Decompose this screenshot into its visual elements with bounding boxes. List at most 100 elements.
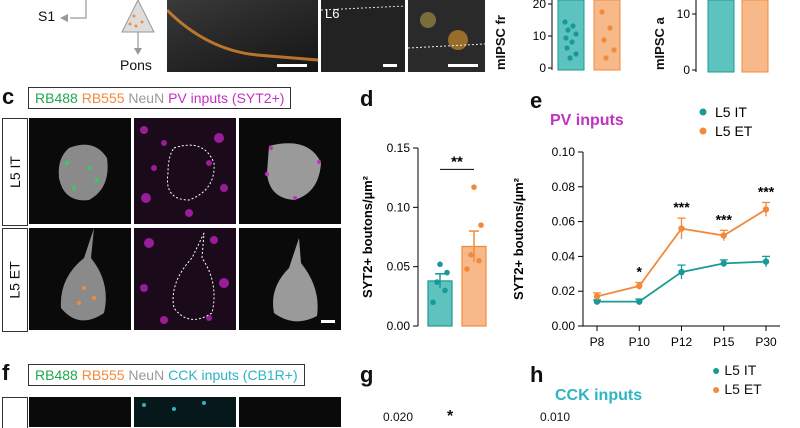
data-point-d (471, 184, 477, 190)
micrograph-slice (167, 0, 318, 72)
cck-inputs-title: CCK inputs (555, 387, 643, 404)
pv-inputs-title: PV inputs (550, 112, 624, 129)
h-tick-top: 0.010 (540, 410, 571, 424)
panel-letter-d: d (360, 86, 374, 111)
xtick-label-e: P12 (671, 335, 693, 349)
legend-label-e: L5 IT (715, 104, 747, 120)
ytick-label-e: 0.04 (552, 249, 576, 263)
ytick-label-d: 0.05 (387, 260, 411, 274)
ytick-label-e: 0.00 (552, 319, 576, 333)
data-point-e (720, 232, 727, 239)
data-point-e (593, 298, 601, 305)
sig-label-e: *** (716, 211, 733, 227)
h-legend-it: ● L5 IT (712, 362, 757, 378)
ytick-label-e: 0.02 (552, 284, 576, 298)
h-legend-et: ● L5 ET (712, 381, 762, 397)
tick-0-right: 0 (683, 63, 690, 75)
micrograph-et-neuron (29, 228, 131, 330)
micrograph-it-pv (134, 118, 236, 224)
legend-label-e: L5 ET (715, 123, 753, 139)
xtick-label-e: P8 (590, 335, 605, 349)
ylabel-d: SYT2+ boutons/µm² (360, 175, 375, 298)
ytick-label-d: 0.15 (387, 141, 411, 155)
panel-letter-e: e (530, 88, 543, 113)
legend-f-cck: CCK inputs (CB1R+) (168, 367, 298, 383)
data-point-e (678, 225, 685, 232)
micrograph-et-pv (134, 228, 236, 330)
legend-c: RB488 RB555 NeuN PV inputs (SYT2+) (28, 87, 292, 109)
data-point-e (636, 298, 643, 305)
data-point-d (464, 266, 470, 272)
micrograph-it-overlay (239, 118, 341, 224)
data-point-d (468, 252, 474, 258)
panel-letter-c: c (2, 84, 15, 109)
mipsc-freq-chart: 20 10 0 (533, 0, 621, 75)
ytick-label-e: 0.06 (552, 215, 576, 229)
panel-letter-g: g (360, 362, 374, 387)
mipsc-amp-chart: 10 0 (677, 0, 769, 75)
legend-f: RB488 RB555 NeuN CCK inputs (CB1R+) (28, 364, 305, 386)
sig-label-d: ** (451, 153, 463, 170)
legend-rb488: RB488 (35, 90, 78, 106)
ylabel-e: SYT2+ boutons/µm² (511, 177, 526, 300)
panel-letter-h: h (530, 362, 544, 387)
micrograph-et-overlay (239, 228, 341, 330)
ytick-label-d: 0.10 (387, 200, 411, 214)
legend-f-rb555: RB555 (81, 367, 125, 383)
legend-f-rb488: RB488 (35, 367, 78, 383)
row-label-f (2, 397, 28, 428)
data-point-d (444, 269, 450, 276)
data-point-d (434, 279, 440, 285)
data-point-e (636, 282, 643, 290)
l6-label: L6 (325, 6, 340, 21)
row-label-l5-et: L5 ET (2, 228, 28, 332)
top-strip: S1 Pons L6 mIPSC fr 20 10 0 mIPSC a 10 0 (0, 0, 800, 75)
data-point-e (762, 258, 770, 265)
sig-label-e: * (637, 264, 643, 280)
micrograph-zoom (408, 0, 485, 72)
data-point-d (437, 261, 443, 268)
micrograph-f-1 (29, 397, 131, 427)
sig-label-e: *** (758, 183, 775, 199)
neuron-triangle-icon (121, 0, 155, 33)
xtick-label-e: P15 (713, 335, 735, 349)
g-sig: * (447, 408, 454, 425)
row-label-l5-it: L5 IT (2, 118, 28, 226)
data-point-d (478, 222, 484, 228)
data-point-e (678, 268, 685, 276)
micrograph-l6: L6 (321, 0, 405, 72)
mipsc-freq-ylabel: mIPSC fr (493, 15, 508, 70)
micrograph-f-2 (134, 397, 236, 427)
legend-rb555: RB555 (81, 90, 125, 106)
g-tick-top: 0.020 (383, 410, 414, 424)
ytick-label-e: 0.08 (552, 180, 576, 194)
legend-f-neun: NeuN (128, 367, 165, 383)
xtick-label-e: P10 (629, 335, 651, 349)
tick-0: 0 (539, 61, 546, 75)
tick-20: 20 (533, 0, 547, 11)
panel-letter-f: f (2, 360, 10, 385)
legend-neun: NeuN (128, 90, 165, 106)
legend-marker-e (699, 127, 707, 135)
ytick-label-d: 0.00 (387, 319, 411, 333)
sig-label-e: *** (673, 199, 690, 215)
legend-pv: PV inputs (SYT2+) (168, 90, 285, 106)
micrograph-f-3 (239, 397, 341, 427)
data-point-e (762, 206, 770, 213)
ytick-label-e: 0.10 (552, 145, 576, 159)
tick-10-right: 10 (677, 7, 691, 21)
data-point-e (593, 293, 601, 300)
schematic (60, 0, 155, 55)
xtick-label-e: P30 (755, 335, 777, 349)
line-chart-syt2-development: SYT2+ boutons/µm² 0.00 0.02 0.04 0.06 0.08 0.1… (511, 104, 780, 349)
data-point-d (476, 257, 482, 264)
pons-label: Pons (120, 57, 152, 73)
mipsc-amp-ylabel: mIPSC a (652, 17, 667, 70)
data-point-e (720, 260, 727, 267)
data-point-d (442, 287, 448, 294)
bar-chart-syt2: SYT2+ boutons/µm² 0.00 0.05 0.10 0.15 ** (360, 141, 487, 333)
s1-label: S1 (38, 8, 56, 24)
h-legend: ● L5 IT ● L5 ET (712, 361, 762, 399)
legend-marker-e (699, 108, 707, 116)
micrograph-it-neuron (29, 118, 131, 224)
